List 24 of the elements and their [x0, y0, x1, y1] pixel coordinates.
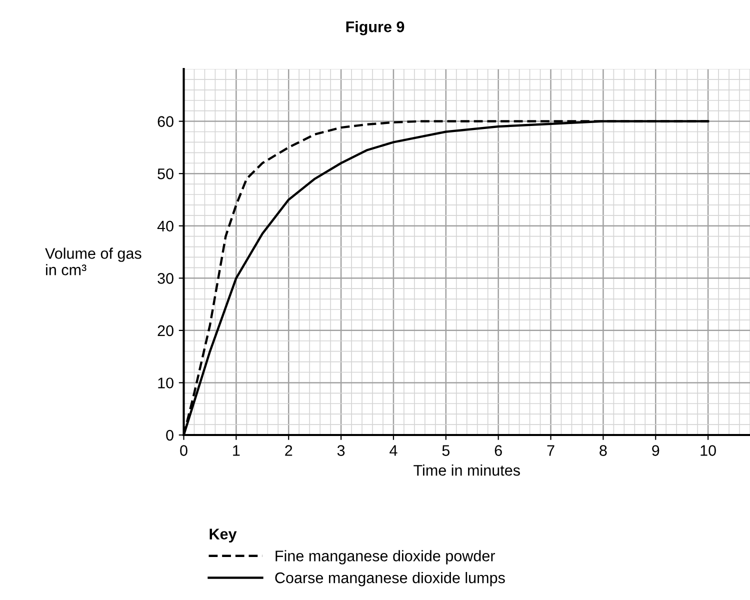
x-tick-label: 9: [652, 445, 660, 456]
x-tick-label: 5: [442, 445, 450, 456]
x-axis-title: Time in minutes: [414, 464, 520, 476]
y-tick-label: 30: [158, 273, 174, 284]
x-tick-label: 4: [390, 445, 398, 456]
y-tick-label: 60: [158, 116, 174, 127]
y-tick-label: 10: [158, 378, 174, 388]
legend-title: Key: [210, 528, 237, 542]
x-tick-label: 2: [285, 445, 292, 456]
y-tick-label: 0: [166, 430, 174, 441]
legend-label: Coarse manganese dioxide lumps: [275, 572, 505, 586]
x-tick-label: 1: [233, 445, 240, 456]
x-tick-label: 3: [337, 445, 345, 456]
x-tick-label: 8: [600, 445, 607, 456]
x-tick-label: 0: [180, 445, 188, 456]
x-tick-label: 10: [700, 445, 716, 456]
x-tick-label: 7: [547, 445, 554, 456]
legend-label: Fine manganese dioxide powder: [276, 550, 496, 564]
y-axis-title: Volume of gas in cm³: [45, 248, 142, 276]
y-tick-label: 50: [158, 168, 174, 180]
y-tick-label: 40: [157, 220, 174, 232]
y-tick-label: 20: [158, 325, 174, 336]
chart-title: Figure 9: [346, 21, 404, 36]
x-tick-label: 6: [494, 445, 502, 456]
